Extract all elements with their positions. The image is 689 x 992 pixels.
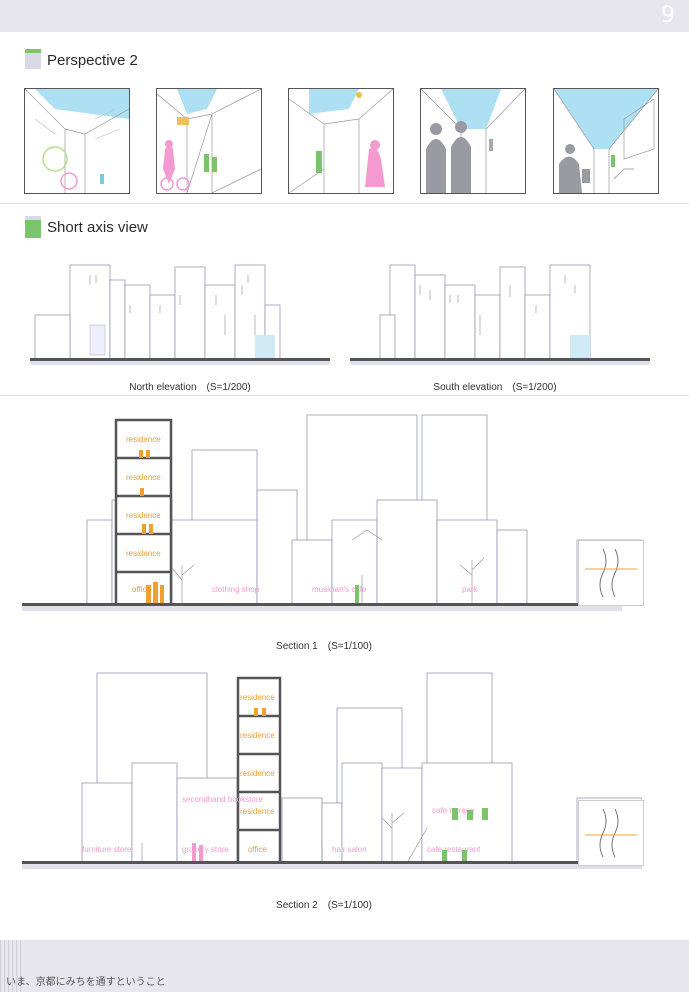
footer-text: いま、京都にみちを通すということ xyxy=(6,977,166,988)
s2-residence-label-4: residence xyxy=(240,807,275,816)
s2-hair-salon-label: hair salon xyxy=(332,845,367,854)
divider xyxy=(0,395,689,396)
north-elevation-caption: North elevation (S=1/200) xyxy=(129,382,251,393)
s1-clothing-shop-label: clothing shop xyxy=(212,585,260,594)
s2-office-label: office xyxy=(248,845,268,854)
s2-grocery-store-label: grocery store xyxy=(182,845,229,854)
s1-musician-cafe-label: musician's cafe xyxy=(312,585,367,594)
s1-residence-label-2: residence xyxy=(126,473,161,482)
short-axis-title: Short axis view xyxy=(47,219,148,236)
section-2-caption: Section 2 (S=1/100) xyxy=(276,900,372,911)
perspective-sketch-4 xyxy=(421,89,525,193)
perspective-sketch-1 xyxy=(25,89,129,193)
s2-residence-label-2: residence xyxy=(240,731,275,740)
north-elevation-drawing xyxy=(30,264,330,365)
perspective-thumbnail-4 xyxy=(420,88,526,194)
section-1-caption: Section 1 (S=1/100) xyxy=(276,641,372,652)
perspective-thumbnail-2 xyxy=(156,88,262,194)
divider xyxy=(0,203,689,204)
perspective-thumbnail-5 xyxy=(553,88,659,194)
perspective-sketch-3 xyxy=(289,89,393,193)
section-marker-icon xyxy=(25,49,41,69)
s1-park-label: park xyxy=(462,585,479,594)
s2-cafe-restaurant-label: cafe restaurant xyxy=(427,845,481,854)
s1-office-label: office xyxy=(132,585,152,594)
south-elevation-caption: South elevation (S=1/200) xyxy=(433,382,557,393)
section-1-drawing: residence residence residence residence … xyxy=(22,414,642,611)
key-plan-2 xyxy=(578,800,644,866)
s2-residence-label-1: residence xyxy=(240,693,275,702)
s2-residence-label-3: residence xyxy=(240,769,275,778)
top-bar: 9 xyxy=(0,0,689,32)
perspective-sketch-2 xyxy=(157,89,261,193)
perspective-thumbnail-1 xyxy=(24,88,130,194)
section-2-drawing: residence residence residence residence … xyxy=(22,672,642,869)
s2-furniture-store-label: furniture store xyxy=(82,845,132,854)
s1-residence-label-3: residence xyxy=(126,511,161,520)
key-plan-1 xyxy=(578,540,644,606)
s1-residence-label-4: residence xyxy=(126,549,161,558)
s1-residence-label-1: residence xyxy=(126,435,161,444)
south-elevation-drawing xyxy=(350,264,650,365)
bottom-bar: いま、京都にみちを通すということ xyxy=(0,940,689,992)
perspective-thumbnail-3 xyxy=(288,88,394,194)
page-number: 9 xyxy=(661,3,675,28)
perspective-title: Perspective 2 xyxy=(47,52,138,69)
s2-secondhand-bookstore-label: secondhand bookstore xyxy=(182,795,264,804)
perspective-sketch-5 xyxy=(554,89,658,193)
texture-strip xyxy=(0,940,22,992)
section-marker-icon xyxy=(25,216,41,238)
